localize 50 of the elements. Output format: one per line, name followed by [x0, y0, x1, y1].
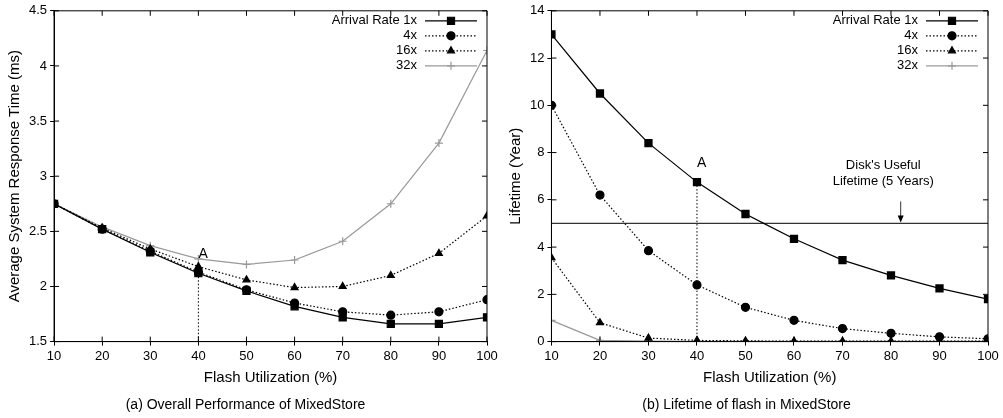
x-tick-label: 100	[476, 347, 498, 363]
y-tick-label: 4	[39, 57, 48, 73]
text: (a) Overall Performance of MixedStore	[125, 396, 366, 413]
y-tick-label: 3.5	[28, 112, 48, 128]
legend-label: 16x	[396, 42, 418, 58]
y-tick-label: 14	[529, 2, 545, 18]
x-axis-title: Flash Utilization (%)	[703, 368, 837, 386]
y-tick-label: 2.5	[28, 222, 48, 238]
y-axis-title: Average System Response Time (ms)	[5, 50, 23, 303]
y-tick-label: 8	[537, 144, 545, 160]
x-tick-label: 20	[94, 347, 110, 363]
x-tick-label: 100	[977, 347, 999, 363]
x-tick-label: 30	[143, 347, 158, 363]
x-tick-label: 90	[932, 347, 947, 363]
y-tick-label: 4	[537, 238, 545, 254]
y-tick-label: 6	[537, 191, 545, 207]
legend-label: Arrival Rate 1x	[832, 12, 919, 28]
ref-line-label: Disk's Useful Lifetime (5 Years)	[832, 157, 934, 189]
x-tick-label: 70	[335, 347, 350, 363]
y-tick-label: 3	[39, 167, 48, 183]
y-axis-title: Lifetime (Year)	[506, 127, 524, 225]
x-tick-label: 60	[287, 347, 302, 363]
y-tick-label: 4.5	[28, 2, 48, 18]
annotation: A	[696, 153, 707, 170]
y-tick-label: 2	[537, 285, 545, 301]
legend-label: 4x	[904, 27, 919, 43]
annotation: A	[198, 245, 209, 262]
legend-label: 4x	[403, 27, 418, 43]
x-tick-label: 20	[592, 347, 608, 363]
x-tick-label: 80	[883, 347, 899, 363]
legend-label: 16x	[897, 42, 919, 58]
y-tick-label: 10	[529, 96, 545, 112]
y-tick-label: 2	[39, 278, 48, 294]
legend-label: 32x	[897, 57, 919, 73]
x-tick-label: 60	[786, 347, 802, 363]
y-tick-label: 1.5	[28, 333, 48, 349]
x-tick-label: 40	[689, 347, 705, 363]
x-axis-title: Flash Utilization (%)	[203, 368, 338, 386]
y-tick-label: 0	[537, 333, 545, 349]
x-tick-label: 50	[738, 347, 753, 363]
legend-label: 32x	[396, 57, 418, 73]
legend-label: Arrival Rate 1x	[331, 12, 418, 28]
x-tick-label: 90	[431, 347, 447, 363]
x-tick-label: 40	[191, 347, 206, 363]
text: (b) Lifetime of flash in MixedStore	[642, 396, 851, 413]
x-tick-label: 70	[835, 347, 850, 363]
y-tick-label: 12	[529, 49, 545, 65]
x-tick-label: 30	[641, 347, 656, 363]
x-tick-label: 80	[383, 347, 399, 363]
x-tick-label: 50	[239, 347, 254, 363]
